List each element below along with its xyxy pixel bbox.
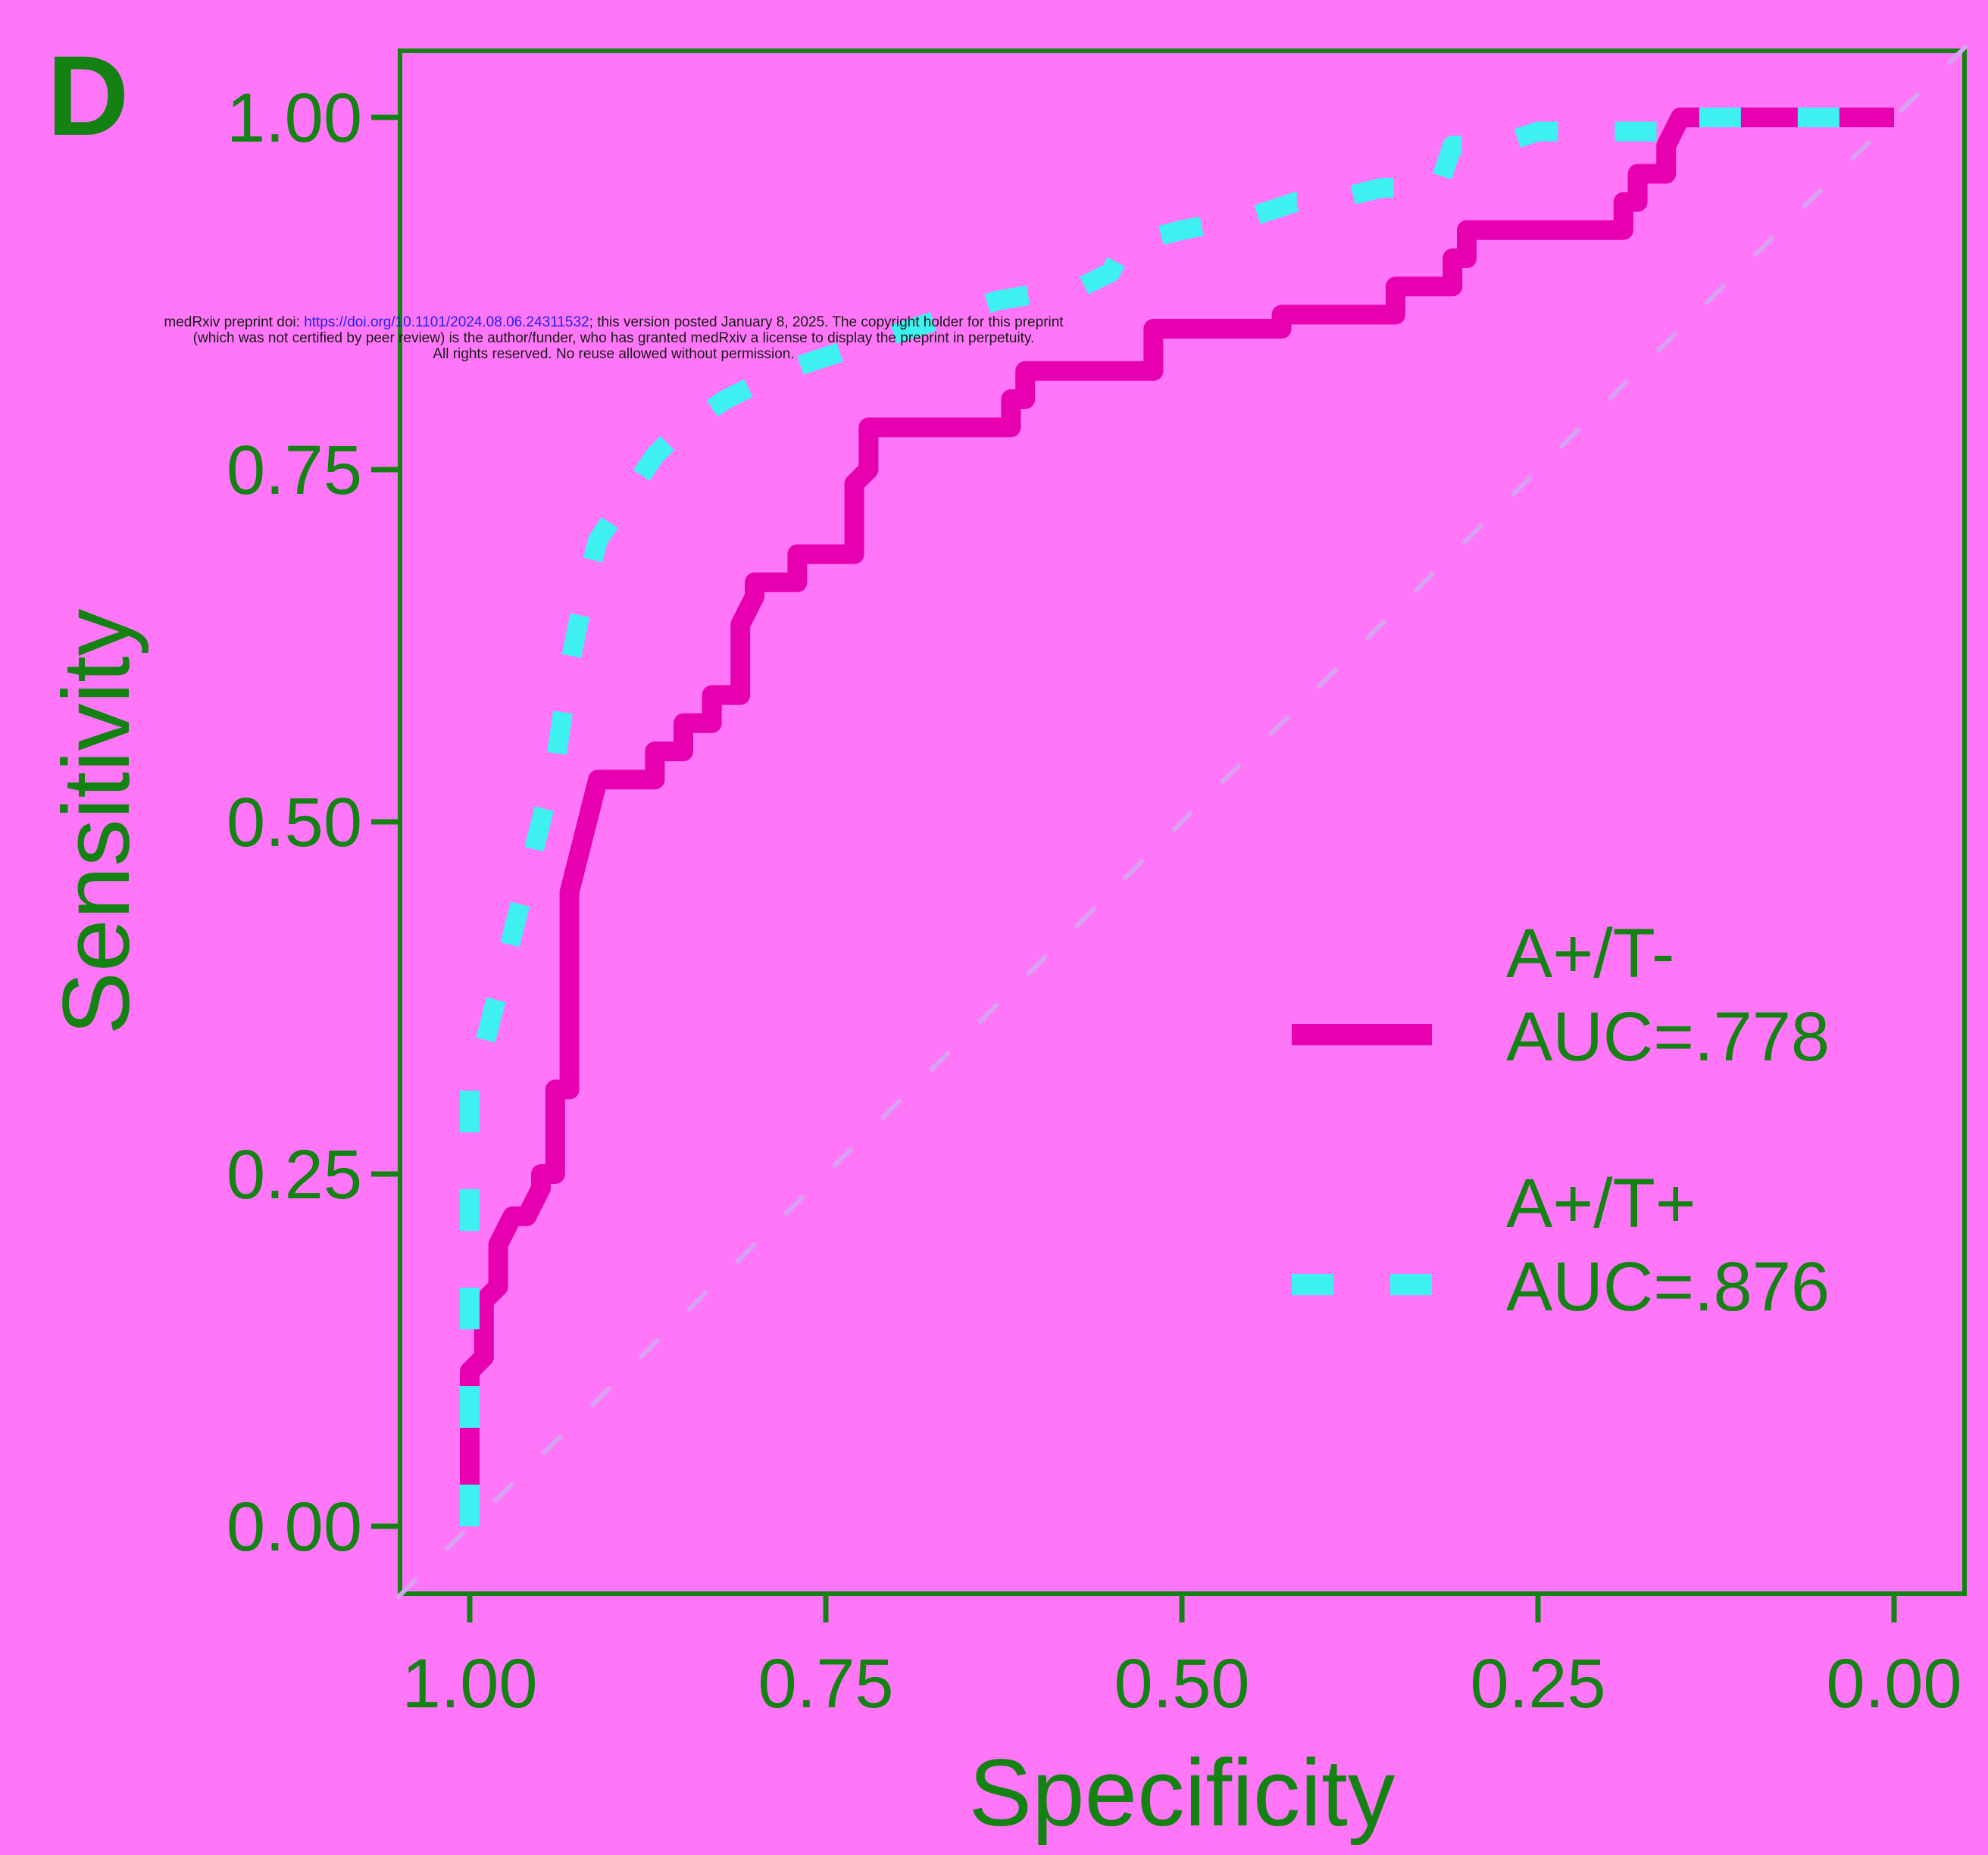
y-tick-label-0.75: 0.75 xyxy=(227,432,362,509)
y-tick-label-0.50: 0.50 xyxy=(227,784,362,861)
x-tick-label-0.50: 0.50 xyxy=(1114,1645,1249,1722)
y-tick-label-0.00: 0.00 xyxy=(227,1488,362,1566)
preprint-notice-line3: All rights reserved. No reuse allowed wi… xyxy=(433,346,794,362)
preprint-notice-line1: medRxiv preprint doi: https://doi.org/10… xyxy=(164,314,1064,330)
x-tick-label-1.00: 1.00 xyxy=(402,1645,537,1722)
x-tick-label-0.25: 0.25 xyxy=(1470,1645,1605,1722)
preprint-notice: medRxiv preprint doi: https://doi.org/10… xyxy=(164,314,1064,362)
legend-label-a-plus-t-minus-auc: AUC=.778 xyxy=(1506,998,1830,1076)
preprint-notice-suffix: ; this version posted January 8, 2025. T… xyxy=(589,314,1064,330)
legend-label-a-plus-t-plus-name: A+/T+ xyxy=(1506,1165,1696,1242)
roc-curve-a-plus-t-minus xyxy=(460,108,1894,1526)
reference-diagonal-line xyxy=(396,45,1968,1599)
plot-area: 0.00 0.25 0.50 0.75 1.00 1.00 0.75 0.50 0.25 0.00 xyxy=(227,45,1968,1722)
roc-curve-a-plus-t-plus xyxy=(460,108,1894,1526)
x-tick-label-0.00: 0.00 xyxy=(1826,1645,1961,1722)
preprint-notice-prefix: medRxiv preprint doi: xyxy=(164,314,304,330)
x-axis-title: Specificity xyxy=(969,1741,1396,1846)
legend-label-a-plus-t-minus-name: A+/T- xyxy=(1506,915,1674,992)
x-tick-label-0.75: 0.75 xyxy=(758,1645,893,1722)
preprint-notice-line2: (which was not certified by peer review)… xyxy=(193,330,1035,346)
y-axis-title: Sensitivity xyxy=(44,608,149,1035)
y-tick-label-1.00: 1.00 xyxy=(227,80,362,157)
legend: A+/T- AUC=.778 A+/T+ AUC=.876 xyxy=(1292,915,1830,1326)
preprint-doi-link[interactable]: https://doi.org/10.1101/2024.08.06.24311… xyxy=(304,314,589,330)
y-tick-label-0.25: 0.25 xyxy=(227,1136,362,1213)
legend-label-a-plus-t-plus-auc: AUC=.876 xyxy=(1506,1248,1830,1326)
panel-label: D xyxy=(47,32,129,159)
